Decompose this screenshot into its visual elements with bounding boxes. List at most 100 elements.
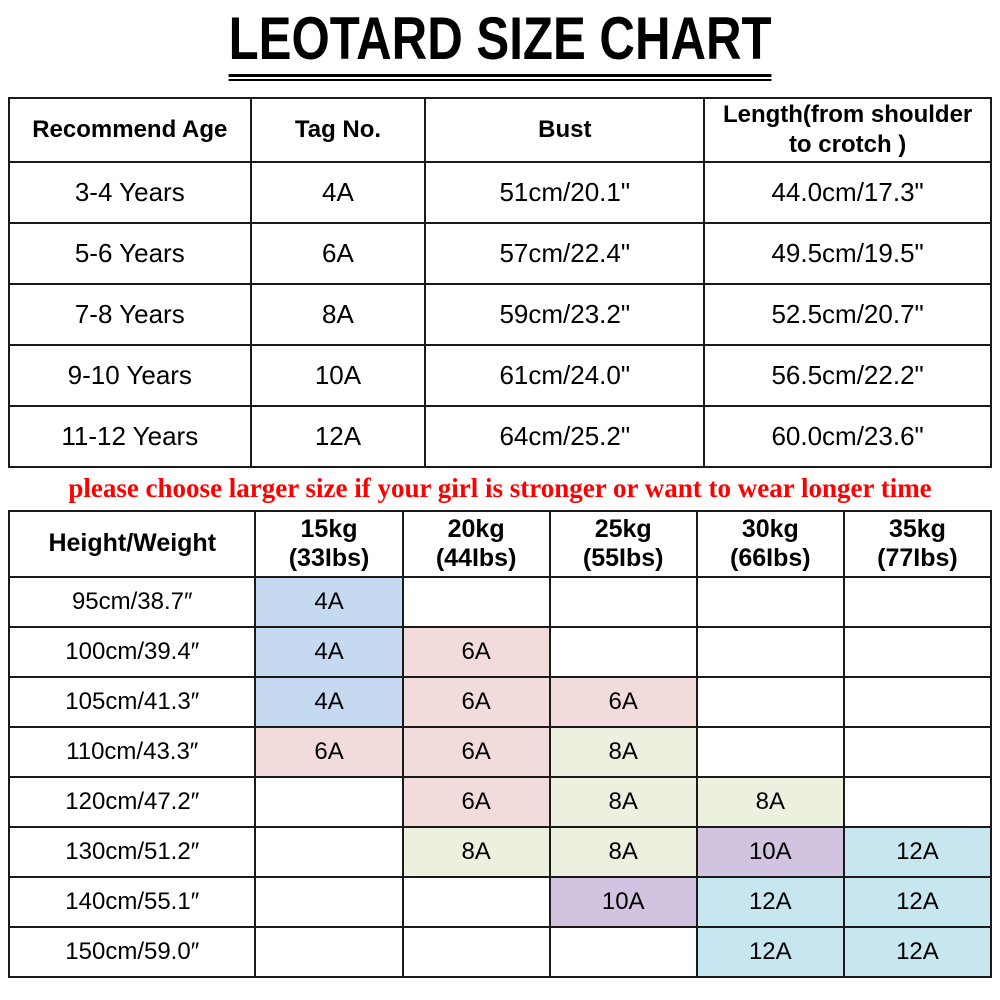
weight-header-cell: 25kg (55Ibs) (548, 510, 698, 578)
size-note: please choose larger size if your girl i… (68, 473, 932, 503)
size-code-cell (842, 776, 993, 828)
weight-table-row: 95cm/38.7″ 4A (7, 576, 993, 628)
size-table-row: 5-6 Years 6A 57cm/22.4" 49.5cm/19.5" (8, 222, 992, 285)
weight-table-row: 105cm/41.3″ 4A 6A 6A (7, 676, 993, 728)
size-code-cell (548, 576, 698, 628)
size-table-cell: 49.5cm/19.5" (703, 222, 992, 285)
size-code-cell: 10A (695, 826, 845, 878)
size-table-body: 3-4 Years 4A 51cm/20.1" 44.0cm/17.3" 5-6 Yea… (8, 161, 992, 468)
size-code-cell: 4A (254, 576, 404, 628)
size-code-cell: 6A (401, 626, 551, 678)
size-code-cell: 6A (548, 676, 698, 728)
size-code-cell (695, 726, 845, 778)
height-cell: 130cm/51.2″ (7, 826, 257, 878)
weight-lbs-label: (66Ibs) (730, 544, 811, 572)
size-code-cell (842, 576, 993, 628)
size-table-header-cell: Length(from shoulder to crotch ) (703, 97, 992, 163)
title-block: LEOTARD SIZE CHART (228, 5, 772, 81)
size-table-cell: 56.5cm/22.2" (703, 344, 992, 407)
size-table-cell: 7-8 Years (8, 283, 252, 346)
weight-kg-label: 25kg (594, 514, 652, 543)
weight-table-row: 120cm/47.2″ 6A 8A 8A (7, 776, 993, 828)
size-table-header-cell: Tag No. (249, 97, 427, 163)
size-table-cell: 11-12 Years (8, 405, 252, 468)
size-code-cell: 4A (254, 676, 404, 728)
size-table-cell: 44.0cm/17.3" (703, 161, 992, 224)
weight-lbs-label: (33Ibs) (288, 544, 370, 572)
title-underline (228, 74, 772, 81)
size-table-cell: 52.5cm/20.7" (703, 283, 992, 346)
size-table-cell: 9-10 Years (8, 344, 252, 407)
height-cell: 105cm/41.3″ (7, 676, 257, 728)
size-code-cell (254, 826, 404, 878)
weight-kg-label: 20kg (447, 514, 505, 543)
size-code-cell (842, 676, 993, 728)
size-code-cell: 8A (695, 776, 845, 828)
size-table-row: 7-8 Years 8A 59cm/23.2" 52.5cm/20.7" (8, 283, 992, 346)
size-code-cell: 6A (401, 726, 551, 778)
weight-lbs-label: (55Ibs) (582, 544, 664, 572)
size-table-cell: 3-4 Years (8, 161, 252, 224)
weight-table: Height/Weight 15kg (33Ibs) 20kg (44Ibs) 25kg(… (7, 510, 993, 978)
size-code-cell (254, 926, 404, 978)
size-code-cell: 8A (548, 776, 698, 828)
size-table-cell: 59cm/23.2" (424, 283, 706, 346)
size-table-header-cell: Recommend Age (8, 97, 252, 163)
weight-table-header-row: Height/Weight 15kg (33Ibs) 20kg (44Ibs) 25kg(… (7, 510, 993, 578)
size-table-row: 9-10 Years 10A 61cm/24.0" 56.5cm/22.2" (8, 344, 992, 407)
size-code-cell: 12A (695, 876, 845, 928)
size-code-cell: 8A (548, 826, 698, 878)
size-code-cell (695, 676, 845, 728)
size-code-cell (695, 576, 845, 628)
size-table-header-cell: Bust (424, 97, 706, 163)
size-code-cell (695, 626, 845, 678)
weight-table-row: 110cm/43.3″ 6A 6A 8A (7, 726, 993, 778)
title-wrap: LEOTARD SIZE CHART (0, 5, 1000, 81)
weight-header-cell: 35kg (77Ibs) (842, 510, 993, 578)
size-table-row: 3-4 Years 4A 51cm/20.1" 44.0cm/17.3" (8, 161, 992, 224)
size-code-cell (254, 876, 404, 928)
size-table-header-row: Recommend Age Tag No. Bust Length(from shou… (8, 97, 992, 163)
size-code-cell: 8A (548, 726, 698, 778)
size-code-cell (254, 776, 404, 828)
size-code-cell (401, 576, 551, 628)
weight-table-row: 100cm/39.4″ 4A 6A (7, 626, 993, 678)
size-table-cell: 5-6 Years (8, 222, 252, 285)
size-code-cell: 12A (842, 926, 993, 978)
size-code-cell (548, 626, 698, 678)
size-table-cell: 64cm/25.2" (424, 405, 706, 468)
size-code-cell (401, 876, 551, 928)
weight-lbs-label: (77Ibs) (877, 544, 958, 572)
size-code-cell (842, 726, 993, 778)
size-table-cell: 8A (249, 283, 427, 346)
size-code-cell: 6A (401, 676, 551, 728)
size-code-cell: 10A (548, 876, 698, 928)
size-table-cell: 10A (249, 344, 427, 407)
weight-table-row: 150cm/59.0″ 12A 12A (7, 926, 993, 978)
size-code-cell: 12A (695, 926, 845, 978)
weight-lbs-label: (44Ibs) (435, 544, 517, 572)
page-title: LEOTARD SIZE CHART (228, 5, 772, 72)
height-cell: 150cm/59.0″ (7, 926, 257, 978)
weight-header-cell: 20kg (44Ibs) (401, 510, 551, 578)
size-table-cell: 4A (249, 161, 427, 224)
size-table-cell: 6A (249, 222, 427, 285)
height-cell: 120cm/47.2″ (7, 776, 257, 828)
size-code-cell: 6A (401, 776, 551, 828)
size-code-cell: 12A (842, 826, 993, 878)
height-cell: 95cm/38.7″ (7, 576, 257, 628)
size-code-cell (548, 926, 698, 978)
size-code-cell: 8A (401, 826, 551, 878)
size-table: Recommend Age Tag No. Bust Length(from shou… (8, 97, 992, 468)
weight-header-cell: 30kg (66Ibs) (695, 510, 845, 578)
size-table-cell: 57cm/22.4" (424, 222, 706, 285)
size-code-cell (401, 926, 551, 978)
size-code-cell: 4A (254, 626, 404, 678)
size-code-cell: 12A (842, 876, 993, 928)
height-cell: 140cm/55.1″ (7, 876, 257, 928)
height-weight-header-cell: Height/Weight (7, 510, 257, 578)
weight-table-body: 95cm/38.7″ 4A 100cm/39.4″ 4A 6A 105cm/41.3″ 4A… (7, 576, 993, 978)
weight-table-row: 130cm/51.2″ 8A 8A 10A 12A (7, 826, 993, 878)
size-table-row: 11-12 Years 12A 64cm/25.2" 60.0cm/23.6" (8, 405, 992, 468)
